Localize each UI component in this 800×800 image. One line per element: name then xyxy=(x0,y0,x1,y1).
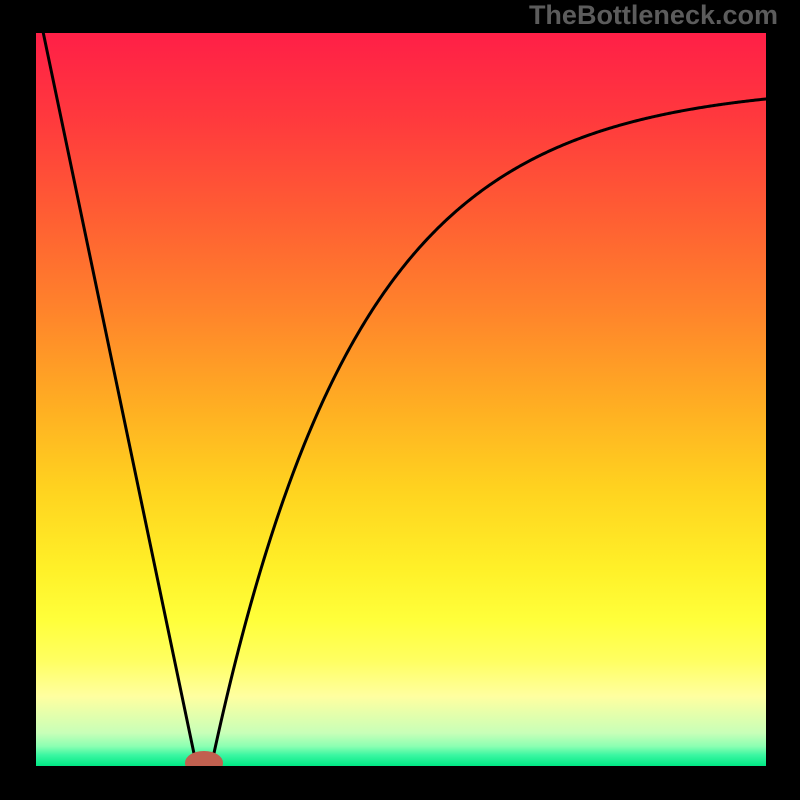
chart-stage: TheBottleneck.com xyxy=(0,0,800,800)
optimum-marker xyxy=(185,751,223,766)
bottleneck-curve xyxy=(43,33,766,766)
curve-layer xyxy=(36,33,766,766)
plot-area xyxy=(36,33,766,766)
watermark-text: TheBottleneck.com xyxy=(529,0,778,31)
